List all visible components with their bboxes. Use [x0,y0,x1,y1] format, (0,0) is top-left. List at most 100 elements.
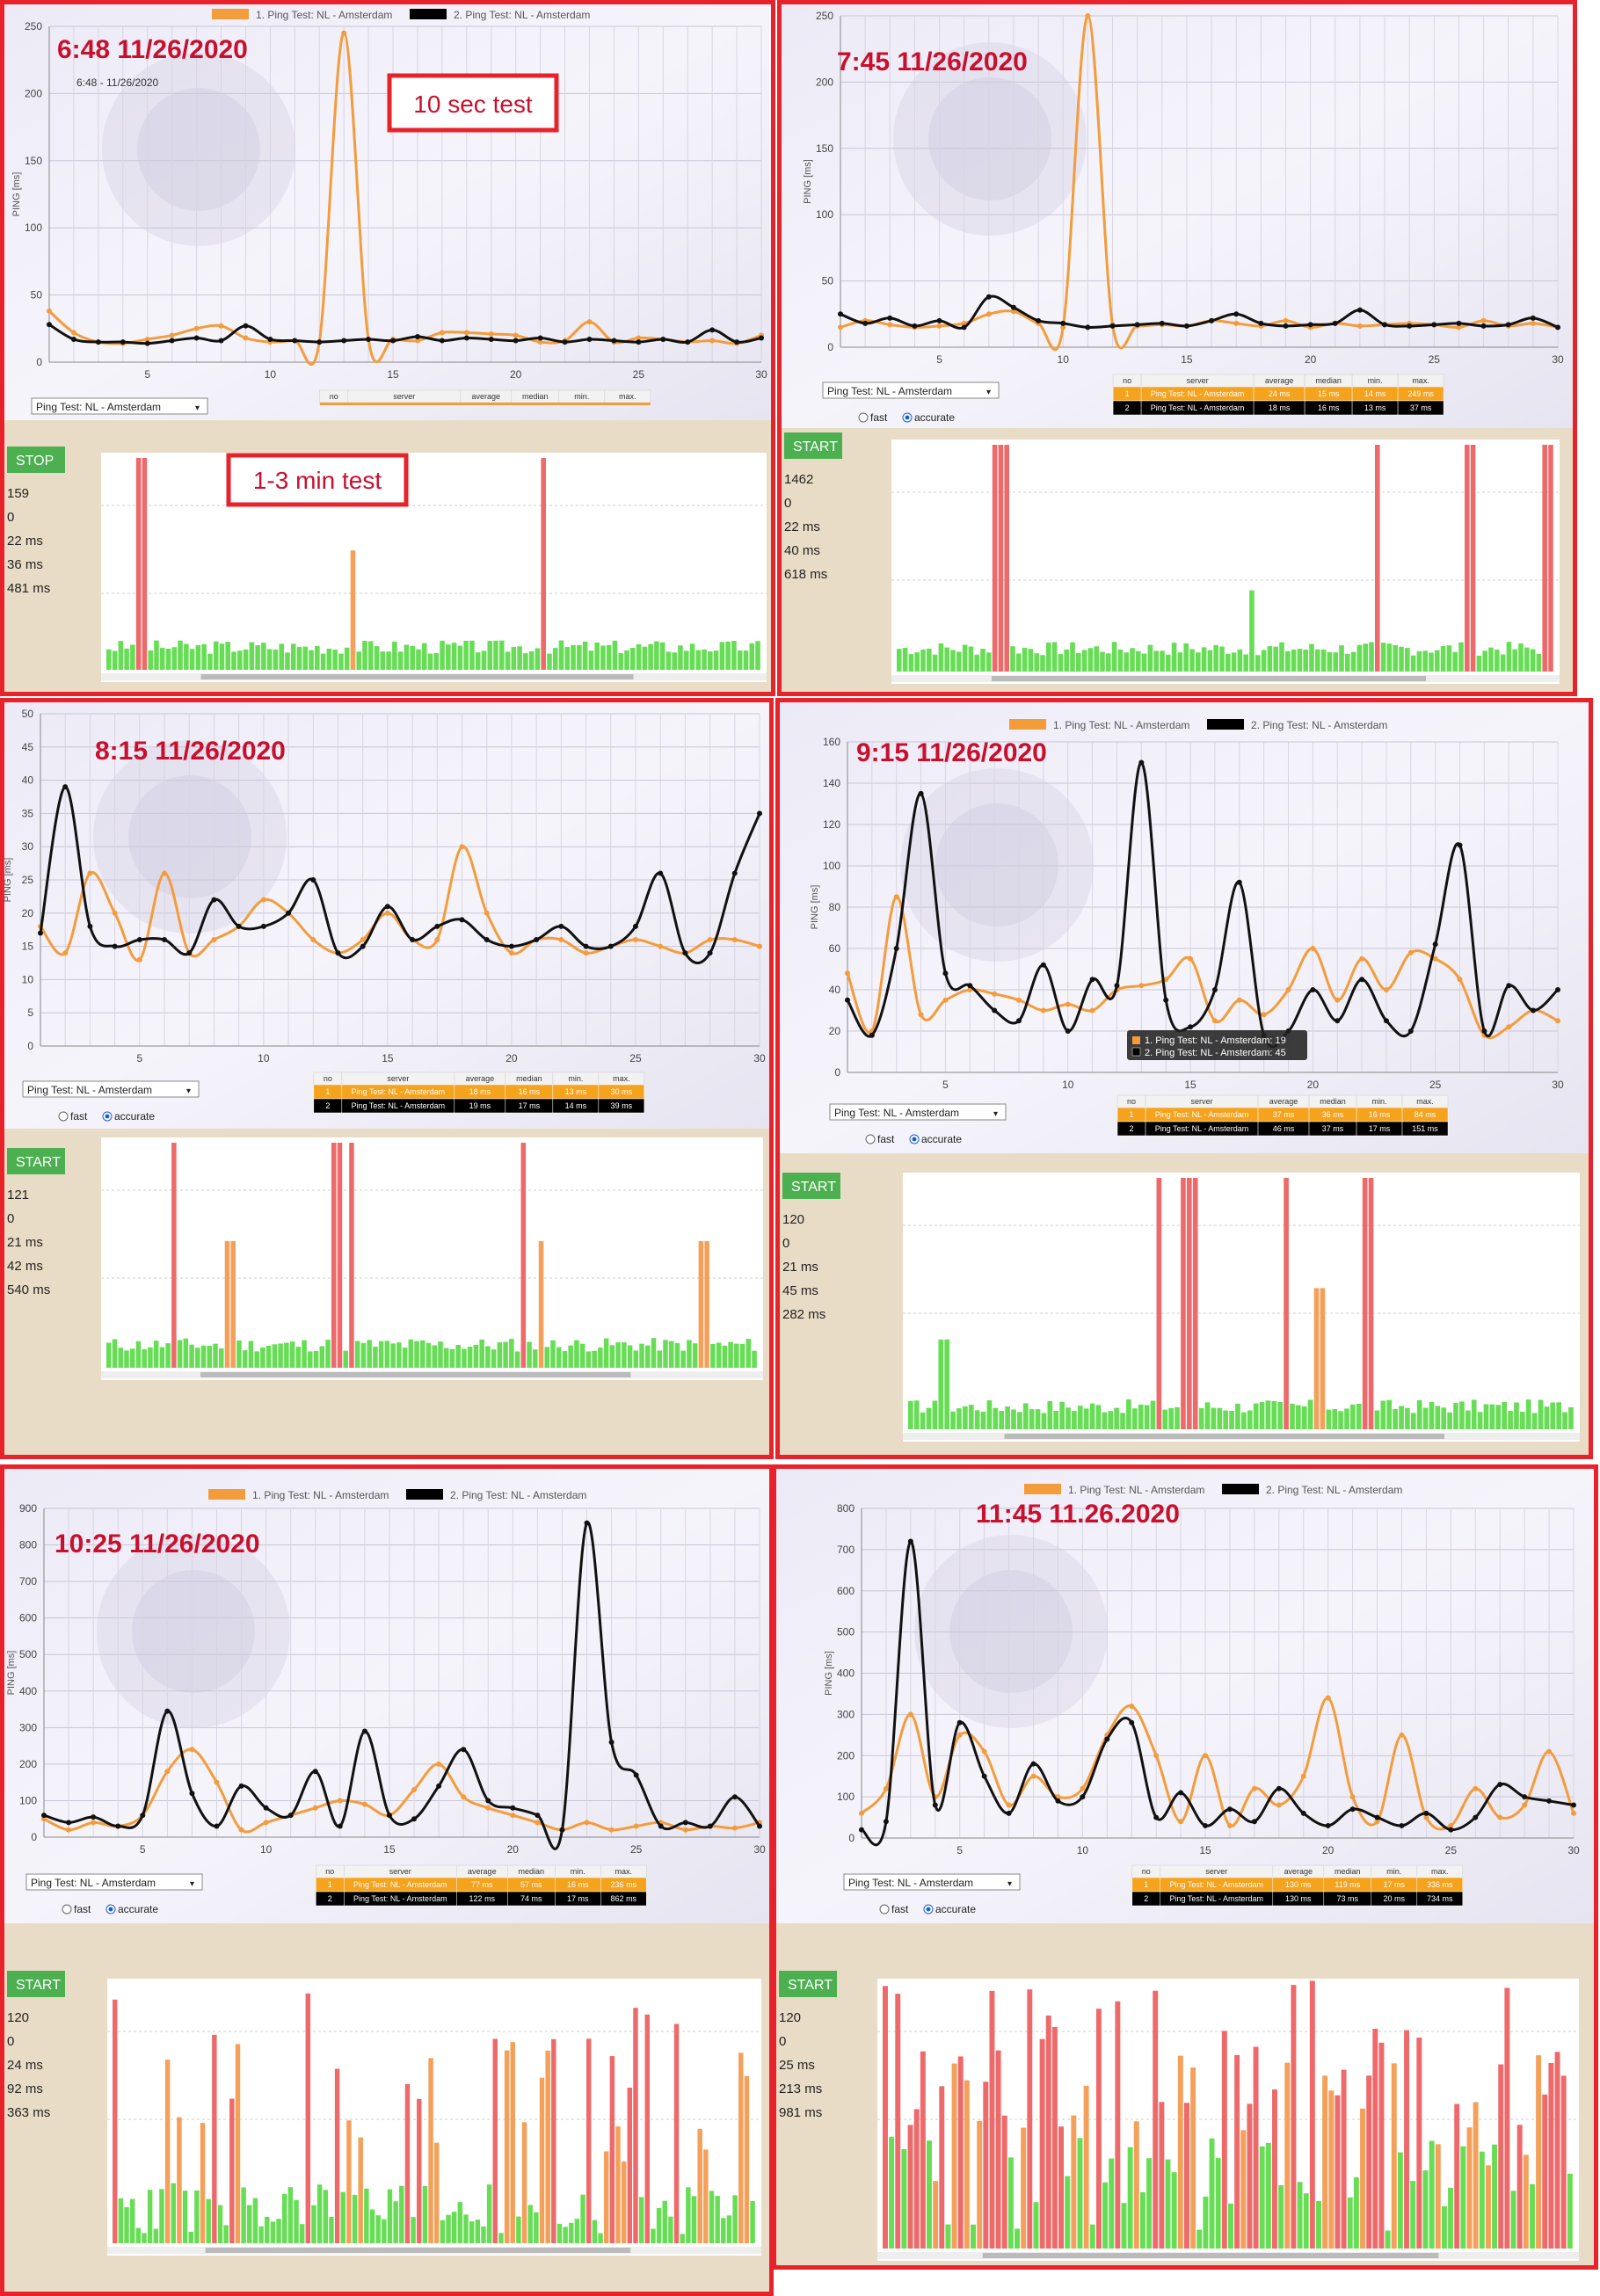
stat-value: 92 ms [7,2082,43,2096]
histogram-bar [1177,2055,1183,2249]
table-cell-text: 734 ms [1427,1894,1453,1903]
histogram-bar [1380,643,1386,672]
data-point [1457,977,1463,983]
radio-fast[interactable] [865,1134,876,1144]
panel-1: 0 50 100 150 200 250 5 10 15 20 25 30 PING [ms] 1. Pi… [0,0,775,696]
histogram-bar [600,645,606,670]
server-select[interactable] [22,1080,200,1098]
table-cell-text: 1 [1144,1880,1148,1889]
table-cell-text: 19 ms [469,1101,491,1110]
histogram-bar [1115,2001,1121,2249]
histogram-bar [469,2221,475,2243]
histogram-bar [551,2038,556,2243]
histogram-bar [603,2151,609,2243]
scrollbar-thumb[interactable] [992,676,1426,681]
data-point [1432,941,1438,948]
x-tick-label: 20 [507,1843,520,1856]
data-point [1285,987,1291,992]
stat-value: 22 ms [784,520,820,534]
scrollbar-thumb[interactable] [205,2248,631,2253]
histogram-bar [213,1343,218,1368]
data-point [1065,1001,1071,1007]
server-select[interactable] [843,1873,1021,1891]
radio-fast[interactable] [62,1904,72,1915]
table-header: no [1127,1097,1136,1106]
histogram-bar [475,652,481,670]
scrollbar-thumb[interactable] [1004,1434,1445,1439]
histogram-bar [305,1993,311,2243]
histogram-bar [213,641,219,670]
data-point [263,1820,269,1826]
table-cell-text: 18 ms [469,1087,491,1096]
histogram-bar [1506,642,1512,672]
histogram-bar [433,652,440,670]
x-tick-label: 15 [382,1052,394,1064]
data-point [1473,1785,1479,1791]
histogram-bar [451,2212,457,2243]
scrollbar-thumb[interactable] [200,674,634,679]
histogram-bar [550,1340,556,1368]
data-point [838,324,843,331]
histogram-bar [939,2086,945,2249]
stat-value: 40 ms [784,543,820,558]
legend-swatch-2 [1207,719,1244,730]
data-point [558,937,564,943]
histogram-bar [147,2190,153,2243]
radio-fast[interactable] [879,1904,890,1915]
data-point [1085,13,1091,18]
histogram-bar [1196,2229,1203,2249]
histogram-bar [1089,2224,1095,2249]
histogram-bar [1454,2103,1460,2249]
scrollbar-thumb[interactable] [982,2253,1439,2258]
y-tick-label: 5 [27,1006,33,1019]
histogram-bar [1435,650,1440,672]
start-button[interactable] [782,1173,840,1199]
histogram-bar [223,2225,229,2243]
stat-value: 618 ms [784,567,827,582]
histogram-bar [534,2212,539,2243]
start-button[interactable] [7,1971,65,1997]
histogram-bar [1046,642,1051,672]
start-button[interactable] [784,432,842,459]
data-point [112,910,118,916]
start-button[interactable] [7,1148,65,1174]
data-point [883,1819,889,1825]
histogram-bar [1109,2158,1115,2249]
data-point [1040,1007,1046,1014]
radio-fast[interactable] [58,1111,69,1122]
server-select[interactable] [31,397,208,415]
histogram-bar [517,646,522,670]
data-point [436,1783,442,1789]
histogram-bar [1416,1399,1422,1429]
histogram-bar [428,2058,433,2243]
table-header: server [1187,376,1209,385]
histogram-bar [716,1342,722,1368]
scrollbar-thumb[interactable] [200,1372,631,1377]
server-select[interactable] [822,381,1000,399]
server-select[interactable] [829,1103,1007,1121]
histogram-bar [129,1348,135,1368]
radio-fast[interactable] [858,412,869,423]
histogram-bar [683,650,689,670]
stop-button[interactable] [7,447,65,473]
histogram-bar [719,642,725,670]
legend-swatch-2 [410,9,447,19]
data-point [558,923,564,929]
table-cell-text: Ping Test: NL - Amsterdam [1155,1124,1249,1133]
server-select-value: Ping Test: NL - Amsterdam [27,1084,152,1096]
histogram-bar [938,1339,944,1429]
histogram-bar [497,1342,503,1368]
data-point [658,943,664,949]
histogram-bar [638,2197,644,2243]
panel-5: 0 100 200 300 400 500 600 700 800 900 5 10 15 20 25 30 P… [0,1464,774,2296]
start-button[interactable] [779,1971,837,1997]
table-header: average [466,1074,495,1083]
histogram-bar [1133,2121,1139,2249]
histogram-bar [1386,643,1393,672]
server-select[interactable] [25,1873,203,1891]
data-point [1236,997,1242,1003]
stat-value: 21 ms [7,1235,43,1250]
data-point [731,870,738,876]
radio-accurate-label: accurate [114,1110,155,1123]
